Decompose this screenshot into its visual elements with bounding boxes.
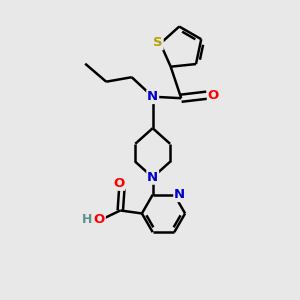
Text: N: N — [147, 171, 158, 184]
Text: N: N — [174, 188, 185, 201]
Text: S: S — [153, 36, 163, 50]
Text: N: N — [147, 90, 158, 103]
Text: H: H — [82, 213, 92, 226]
Text: O: O — [94, 213, 105, 226]
Text: O: O — [113, 177, 124, 190]
Text: O: O — [208, 89, 219, 102]
